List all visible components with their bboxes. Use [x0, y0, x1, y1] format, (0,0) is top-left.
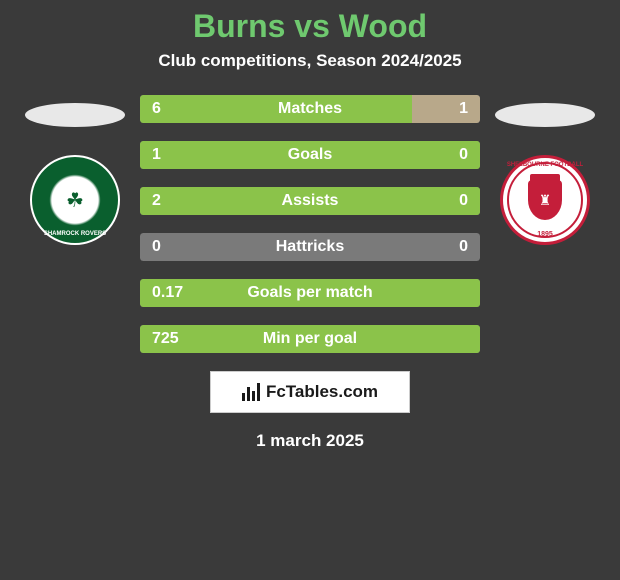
branding-text: FcTables.com [266, 382, 378, 402]
right-player-silhouette [495, 103, 595, 127]
shamrock-icon: ☘ [55, 180, 95, 220]
stat-bar: 1Goals0 [140, 141, 480, 169]
stat-label: Assists [140, 192, 480, 210]
date-text: 1 march 2025 [256, 431, 364, 451]
branding-badge[interactable]: FcTables.com [210, 371, 410, 413]
left-player-silhouette [25, 103, 125, 127]
stat-bar: 2Assists0 [140, 187, 480, 215]
stat-value-right: 1 [459, 100, 468, 118]
stat-bar: 725Min per goal [140, 325, 480, 353]
stat-bars: 6Matches11Goals02Assists00Hattricks00.17… [140, 95, 480, 353]
page-title: Burns vs Wood [193, 8, 427, 45]
right-crest-ring-top: SHELBOURNE FOOTBALL [507, 162, 583, 168]
comparison-row: ☘ SHAMROCK ROVERS 6Matches11Goals02Assis… [0, 95, 620, 353]
tower-icon: ♜ [539, 192, 552, 209]
right-team-column: SHELBOURNE FOOTBALL ♜ 1895 [490, 95, 600, 245]
stat-bar: 0Hattricks0 [140, 233, 480, 261]
stat-label: Hattricks [140, 238, 480, 256]
stat-bar: 6Matches1 [140, 95, 480, 123]
stat-value-right: 0 [459, 146, 468, 164]
stat-label: Goals per match [140, 284, 480, 302]
stat-label: Matches [140, 100, 480, 118]
stat-value-right: 0 [459, 192, 468, 210]
stat-label: Min per goal [140, 330, 480, 348]
stat-value-right: 0 [459, 238, 468, 256]
stat-bar: 0.17Goals per match [140, 279, 480, 307]
left-team-crest: ☘ SHAMROCK ROVERS [30, 155, 120, 245]
left-crest-ring-text: SHAMROCK ROVERS [44, 231, 106, 237]
left-team-column: ☘ SHAMROCK ROVERS [20, 95, 130, 245]
right-crest-ring-bot: 1895 [537, 231, 553, 238]
page-subtitle: Club competitions, Season 2024/2025 [158, 51, 461, 71]
stat-label: Goals [140, 146, 480, 164]
right-team-crest: SHELBOURNE FOOTBALL ♜ 1895 [500, 155, 590, 245]
bar-chart-icon [242, 383, 260, 401]
shield-icon: ♜ [528, 180, 562, 220]
